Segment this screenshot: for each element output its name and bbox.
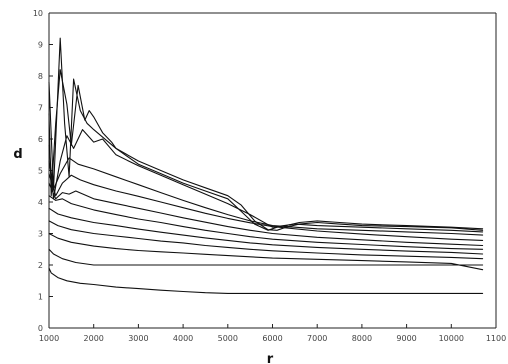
y-tick-label: 2: [38, 261, 43, 270]
series-line-5: [48, 207, 484, 255]
series-line-1: [48, 267, 484, 294]
x-tick-label: 6000: [262, 334, 282, 343]
x-tick-label: 9000: [396, 334, 416, 343]
y-tick-label: 1: [38, 293, 43, 302]
y-tick-label: 3: [38, 230, 43, 239]
series-line-4: [48, 220, 484, 260]
y-axis-label: d: [13, 147, 22, 162]
y-tick-label: 4: [38, 198, 43, 207]
x-tick-label: 1100: [486, 334, 506, 343]
series-line-12: [48, 37, 484, 231]
series-line-2: [48, 248, 484, 266]
x-tick-label: 10000: [439, 334, 464, 343]
x-tick-label: 2000: [84, 334, 104, 343]
x-axis-label: r: [267, 352, 274, 364]
y-axis-ticks: 0 1 2 3 4 5 6 7 8 9 10: [33, 9, 53, 333]
y-tick-label: 5: [38, 167, 43, 176]
x-tick-label: 1000: [39, 334, 59, 343]
series-line-7: [48, 182, 484, 247]
y-tick-label: 10: [33, 9, 43, 18]
x-axis-ticks: 1000 2000 3000 4000 5000 6000 7000 8000 9000 1000…: [39, 324, 506, 343]
chart-axes: [48, 12, 497, 329]
x-tick-label: 4000: [173, 334, 193, 343]
y-tick-label: 9: [38, 41, 43, 50]
x-tick-label: 7000: [307, 334, 327, 343]
y-tick-label: 7: [38, 104, 43, 113]
x-tick-label: 5000: [218, 334, 238, 343]
series-line-11: [48, 69, 484, 231]
series-line-8: [48, 173, 484, 241]
y-tick-label: 6: [38, 135, 43, 144]
y-tick-label: 0: [38, 324, 43, 333]
x-tick-label: 8000: [352, 334, 372, 343]
y-tick-label: 8: [38, 72, 43, 81]
series-lines: [48, 37, 484, 294]
series-line-9: [48, 157, 484, 236]
series-line-3: [48, 232, 484, 271]
x-tick-label: 3000: [128, 334, 148, 343]
series-line-6: [48, 195, 484, 250]
